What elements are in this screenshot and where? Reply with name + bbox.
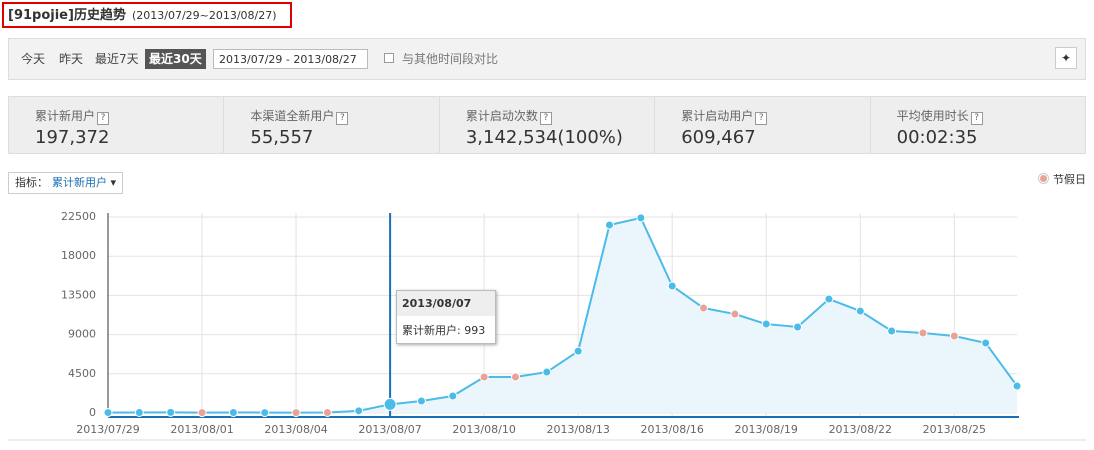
point (730, 309, 740, 319)
stat: 本渠道全新用户? 55,557 (224, 97, 440, 153)
point (166, 407, 176, 417)
y-tick-label: 22500 (61, 210, 96, 223)
y-tick-label: 9000 (68, 328, 96, 341)
point (322, 407, 332, 417)
stat-label: 累计启动用户 (681, 109, 754, 123)
metric-label: 指标： (15, 176, 48, 189)
x-tick-label: 2013/08/19 (735, 423, 798, 436)
btn[interactable]: 最近30天 (145, 49, 206, 69)
y-tick-label: 0 (89, 406, 96, 419)
x-tick-label: 2013/08/25 (923, 423, 986, 436)
point (699, 303, 709, 313)
stat-label: 平均使用时长 (896, 109, 969, 123)
title: [91pojie]历史趋势 (8, 8, 126, 23)
y-tick-label: 13500 (61, 288, 96, 301)
stat: 累计启动用户? 609,467 (655, 97, 871, 153)
x-tick-label: 2013/08/16 (641, 423, 704, 436)
y-tick-label: 18000 (61, 249, 96, 262)
metric-select[interactable]: 指标： 累计新用户 ▾ (8, 172, 124, 194)
chart: 0 4500 9000 13500 18000 22500 2013/07/29 2013/0… (8, 210, 1086, 441)
pin-button[interactable]: ✦ (1055, 47, 1077, 69)
point (918, 328, 928, 338)
tooltip-body: 累计新用户: 993 (397, 316, 495, 344)
btn[interactable]: 最近7天 (95, 52, 139, 66)
point (479, 372, 489, 382)
point (887, 326, 897, 336)
line (107, 216, 1018, 414)
point (510, 372, 520, 382)
stat: 平均使用时长? 00:02:35 (871, 97, 1085, 153)
point (383, 397, 397, 411)
point (448, 391, 458, 401)
stat-label: 累计启动次数 (465, 109, 538, 123)
x-tick-label: 2013/08/22 (829, 423, 892, 436)
stat-value: 00:02:35 (896, 127, 978, 148)
point (793, 322, 803, 332)
btn[interactable]: 今天 (21, 52, 46, 66)
point (542, 367, 552, 377)
point (605, 220, 615, 230)
stat: 累计启动次数? 3,142,534(100%) (440, 97, 656, 153)
tooltip-value: 993 (464, 324, 486, 337)
point (291, 408, 301, 418)
x-tick-label: 2013/08/01 (170, 423, 233, 436)
point (354, 406, 364, 416)
stat-label: 本渠道全新用户 (250, 109, 335, 123)
stat-value: 609,467 (681, 127, 756, 148)
point (228, 408, 238, 418)
legend: 节假日 (1039, 172, 1086, 188)
x-tick-label: 2013/08/04 (264, 423, 327, 436)
toolbar: 今天 昨天 最近7天 最近30天 2013/07/29 - 2013/08/27… (8, 38, 1086, 80)
point (1012, 381, 1022, 391)
point (573, 346, 583, 356)
range: (2013/07/29~2013/08/27) (131, 9, 277, 22)
y-tick-label: 4500 (68, 367, 96, 380)
point (949, 331, 959, 341)
stat: 累计新用户? 197,372 (9, 97, 225, 153)
btn[interactable]: 昨天 (59, 52, 84, 66)
x-tick-label: 2013/08/07 (358, 423, 421, 436)
x-tick-label: 2013/08/13 (546, 423, 609, 436)
metric-value: 累计新用户 (52, 176, 107, 189)
point (855, 306, 865, 316)
point (134, 407, 144, 417)
point (981, 338, 991, 348)
point (636, 213, 646, 223)
header: [91pojie]历史趋势 (2013/07/29~2013/08/27) (2, 2, 292, 28)
tooltip-label: 累计新用户: (402, 324, 461, 337)
x-tick-label: 2013/08/10 (452, 423, 515, 436)
area (108, 217, 1017, 413)
point (103, 408, 113, 418)
date-range[interactable]: 2013/07/29 - 2013/08/27 (213, 49, 368, 69)
point (824, 294, 834, 304)
point (667, 281, 677, 291)
tooltip: 2013/08/07 累计新用户: 993 (396, 290, 496, 344)
compare[interactable]: 与其他时间段对比 (384, 49, 498, 69)
tooltip-date: 2013/08/07 (397, 291, 495, 316)
stat-value: 55,557 (250, 127, 314, 148)
stats: 累计新用户? 197,372 本渠道全新用户? 55,557 累计启动次数? 3,142,… (8, 96, 1086, 154)
point (260, 408, 270, 418)
point (416, 396, 426, 406)
point (761, 319, 771, 329)
legend-label: 节假日 (1053, 173, 1086, 186)
stat-value: 3,142,534(100%) (465, 127, 623, 148)
point (197, 408, 207, 418)
compare-label: 与其他时间段对比 (402, 52, 499, 66)
stat-value: 197,372 (35, 127, 110, 148)
legend-dot (1039, 174, 1048, 183)
x-tick-label: 2013/07/29 (76, 423, 139, 436)
stat-label: 累计新用户 (35, 109, 96, 123)
